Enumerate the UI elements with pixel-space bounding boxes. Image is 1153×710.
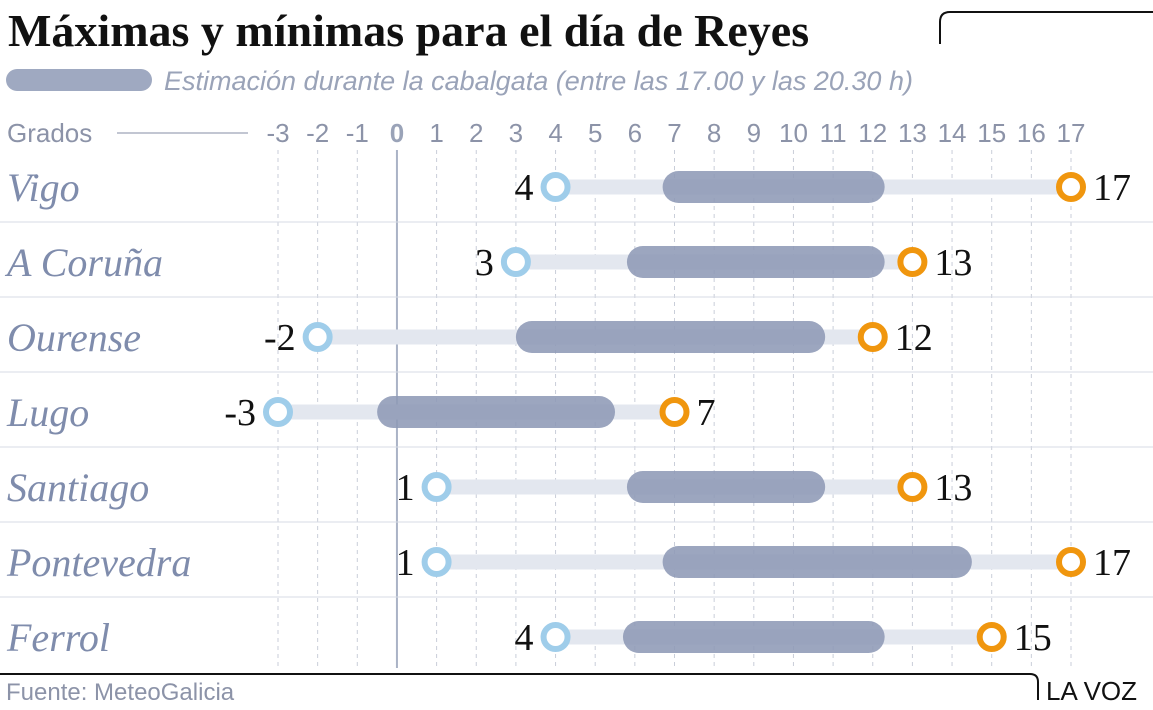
- min-marker: [540, 172, 571, 202]
- min-marker: [263, 397, 293, 427]
- axis-unit-label: Grados: [7, 118, 92, 148]
- x-tick-label: 16: [1017, 118, 1046, 148]
- city-label: Lugo: [6, 390, 89, 435]
- max-value-label: 13: [934, 242, 972, 284]
- plot-rows: Vigo 4 17 A Coruña 3 13 Ourense -2 12 Lugo -3 7 Sant…: [4, 165, 1131, 660]
- source-note: Fuente: MeteoGalicia: [6, 679, 235, 706]
- estimate-bar: [662, 546, 972, 578]
- x-tick-label: 9: [747, 118, 761, 148]
- estimate-bar: [515, 321, 826, 353]
- min-value-label: 3: [475, 242, 494, 284]
- min-marker: [540, 622, 571, 652]
- max-value-label: 7: [697, 392, 716, 434]
- x-tick-label: 2: [469, 118, 483, 148]
- x-tick-label: 7: [667, 118, 681, 148]
- estimate-bar: [626, 246, 885, 278]
- city-label: Pontevedra: [6, 540, 191, 585]
- x-tick-label: -3: [266, 118, 289, 148]
- row-ourense: Ourense -2 12: [7, 315, 933, 360]
- max-value-label: 12: [895, 317, 933, 359]
- min-value-label: -3: [224, 392, 256, 434]
- x-tick-label: 13: [898, 118, 927, 148]
- x-tick-label: 3: [509, 118, 523, 148]
- x-tick-label: 11: [820, 118, 847, 148]
- min-marker: [421, 472, 452, 502]
- row-vigo: Vigo 4 17: [7, 165, 1131, 210]
- max-marker: [1056, 547, 1086, 577]
- max-value-label: 15: [1014, 617, 1052, 659]
- city-label: Santiago: [7, 465, 149, 510]
- min-value-label: 4: [515, 167, 534, 209]
- min-marker: [302, 322, 333, 352]
- min-value-label: 1: [396, 467, 415, 509]
- estimate-bar: [622, 621, 885, 653]
- row-santiago: Santiago 1 13: [7, 465, 972, 510]
- x-tick-label: 1: [429, 118, 443, 148]
- min-value-label: 1: [396, 542, 415, 584]
- max-value-label: 17: [1093, 542, 1131, 584]
- min-value-label: 4: [515, 617, 534, 659]
- legend-estimate-swatch: [6, 69, 152, 91]
- city-label: A Coruña: [4, 240, 163, 285]
- x-tick-label: 4: [548, 118, 562, 148]
- max-marker: [1056, 172, 1086, 202]
- estimate-bar: [626, 471, 826, 503]
- row-ferrol: Ferrol 4 15: [6, 615, 1052, 660]
- estimate-bar: [662, 171, 885, 203]
- x-tick-label: 12: [858, 118, 887, 148]
- x-tick-label: 17: [1057, 118, 1086, 148]
- title-corner-decoration: [939, 11, 1153, 44]
- city-label: Ourense: [7, 315, 141, 360]
- estimate-bar: [377, 396, 616, 428]
- max-marker: [857, 322, 888, 352]
- chart-title: Máximas y mínimas para el día de Reyes: [8, 5, 809, 56]
- x-tick-label: 14: [938, 118, 967, 148]
- chart-subtitle: Estimación durante la cabalgata (entre l…: [164, 66, 913, 96]
- x-tick-label: 10: [779, 118, 808, 148]
- x-tick-label: -1: [346, 118, 369, 148]
- x-tick-label: 15: [977, 118, 1006, 148]
- city-label: Ferrol: [6, 615, 110, 660]
- max-marker: [897, 247, 928, 277]
- row-pontevedra: Pontevedra 1 17: [6, 540, 1131, 585]
- row-a-coruña: A Coruña 3 13: [4, 240, 972, 285]
- x-axis-ticks: -3 -2 -1 0 1 2 3 4 5 6 7 8 9 10 11 12 13 14 15 16 17: [266, 118, 1085, 148]
- min-value-label: -2: [264, 317, 296, 359]
- min-marker: [421, 547, 452, 577]
- x-tick-label: 8: [707, 118, 721, 148]
- max-marker: [897, 472, 928, 502]
- x-tick-label: 0: [390, 118, 404, 148]
- x-tick-label: 5: [588, 118, 602, 148]
- min-marker: [500, 247, 531, 277]
- footer-corner-decoration: [1029, 673, 1039, 700]
- brand-logo: LA VOZ: [1046, 676, 1137, 706]
- max-value-label: 13: [934, 467, 972, 509]
- x-tick-label: 6: [628, 118, 642, 148]
- city-label: Vigo: [7, 165, 80, 210]
- max-marker: [659, 397, 690, 427]
- x-tick-label: -2: [306, 118, 329, 148]
- max-marker: [976, 622, 1007, 652]
- max-value-label: 17: [1093, 167, 1131, 209]
- row-lugo: Lugo -3 7: [6, 390, 716, 435]
